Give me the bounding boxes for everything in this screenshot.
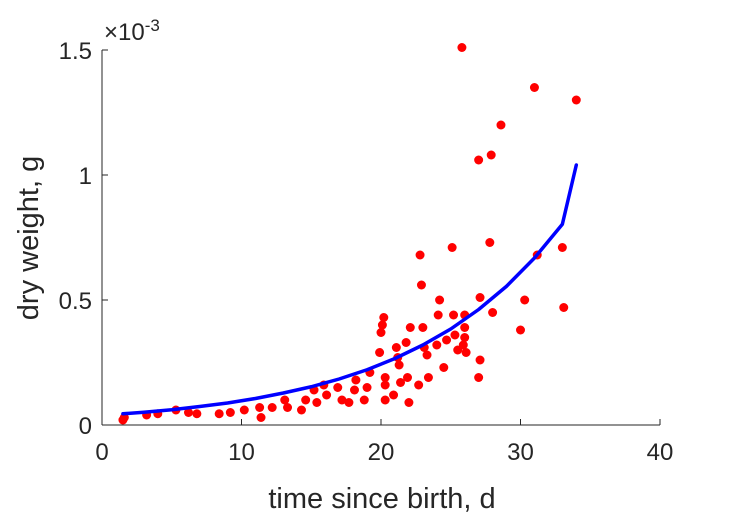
- scatter-point: [520, 295, 530, 305]
- scatter-point: [414, 380, 424, 390]
- x-axis-label: time since birth, d: [268, 483, 495, 515]
- scatter-point: [474, 155, 484, 165]
- scatter-point: [486, 150, 496, 160]
- scatter-series: [118, 43, 581, 425]
- scatter-point: [192, 409, 202, 419]
- y-exponent-base: ×10: [104, 19, 145, 46]
- y-axis-ticks: 0 0.5 1 1.5: [59, 38, 108, 440]
- x-axis-ticks: 0 10 20 30 40: [95, 419, 673, 466]
- scatter-point: [557, 243, 567, 252]
- scatter-point: [394, 360, 404, 370]
- y-exponent-power: -3: [145, 16, 160, 35]
- axes: [101, 50, 660, 426]
- scatter-point: [404, 398, 414, 407]
- scatter-point: [418, 323, 428, 332]
- scatter-point: [460, 333, 470, 342]
- scatter-point: [405, 323, 415, 332]
- scatter-point: [458, 340, 468, 350]
- scatter-point: [255, 403, 265, 412]
- scatter-point: [376, 328, 386, 337]
- scatter-point: [283, 403, 293, 412]
- scatter-point: [396, 378, 406, 387]
- scatter-point: [423, 373, 433, 382]
- scatter-point: [403, 373, 413, 382]
- x-tick-label: 30: [507, 439, 534, 466]
- scatter-point: [362, 383, 372, 392]
- scatter-point: [433, 310, 443, 320]
- scatter-point: [380, 395, 390, 405]
- scatter-point: [322, 390, 332, 400]
- scatter-point: [529, 83, 539, 92]
- scatter-point: [432, 340, 442, 350]
- x-tick-label: 40: [647, 439, 674, 466]
- x-tick-label: 10: [228, 439, 255, 466]
- scatter-point: [442, 335, 452, 345]
- scatter-point: [475, 293, 485, 302]
- y-tick-label: 0: [79, 413, 92, 440]
- y-exponent-label: ×10-3: [104, 16, 160, 46]
- scatter-point: [183, 408, 193, 417]
- scatter-point: [239, 405, 249, 415]
- scatter-point: [391, 343, 401, 352]
- scatter-point: [280, 395, 290, 405]
- scatter-point: [559, 303, 569, 312]
- scatter-point: [401, 338, 411, 347]
- scatter-point: [380, 373, 390, 382]
- scatter-point: [447, 243, 457, 252]
- scatter-point: [256, 413, 266, 422]
- scatter-point: [389, 390, 399, 400]
- y-axis-label: dry weight, g: [13, 156, 45, 320]
- scatter-point: [415, 250, 425, 260]
- scatter-point: [461, 348, 471, 357]
- scatter-point: [351, 375, 361, 385]
- y-tick-label: 1: [79, 163, 92, 190]
- scatter-point: [225, 408, 235, 417]
- scatter-point: [379, 313, 389, 322]
- scatter-point: [485, 238, 495, 247]
- scatter-point: [214, 409, 224, 419]
- scatter-point: [312, 398, 322, 407]
- scatter-point: [422, 350, 432, 360]
- scatter-point: [377, 320, 387, 330]
- scatter-point: [475, 355, 485, 365]
- scatter-point: [359, 395, 369, 405]
- scatter-point: [457, 43, 467, 52]
- scatter-point: [380, 380, 390, 390]
- scatter-point: [439, 363, 449, 372]
- scatter-point: [301, 395, 311, 405]
- scatter-point: [496, 120, 506, 130]
- y-tick-label: 1.5: [59, 38, 92, 65]
- scatter-point: [344, 398, 354, 407]
- scatter-point: [267, 403, 277, 412]
- scatter-point: [571, 95, 581, 105]
- scatter-point: [449, 310, 459, 320]
- x-tick-label: 0: [95, 439, 108, 466]
- y-tick-label: 0.5: [59, 288, 92, 315]
- scatter-point: [516, 325, 525, 335]
- scatter-point: [333, 383, 343, 392]
- scatter-point: [416, 280, 426, 290]
- fit-line: [121, 163, 579, 416]
- series-layer: [118, 43, 581, 425]
- x-tick-label: 20: [368, 439, 395, 466]
- scatter-point: [474, 373, 484, 382]
- scatter-point: [375, 348, 385, 357]
- scatter-point: [337, 395, 347, 405]
- scatter-point: [460, 323, 470, 332]
- scatter-point: [435, 295, 445, 305]
- scatter-point: [450, 330, 460, 340]
- scatter-point: [349, 385, 359, 395]
- scatter-point: [296, 405, 306, 415]
- scatter-point: [488, 308, 498, 317]
